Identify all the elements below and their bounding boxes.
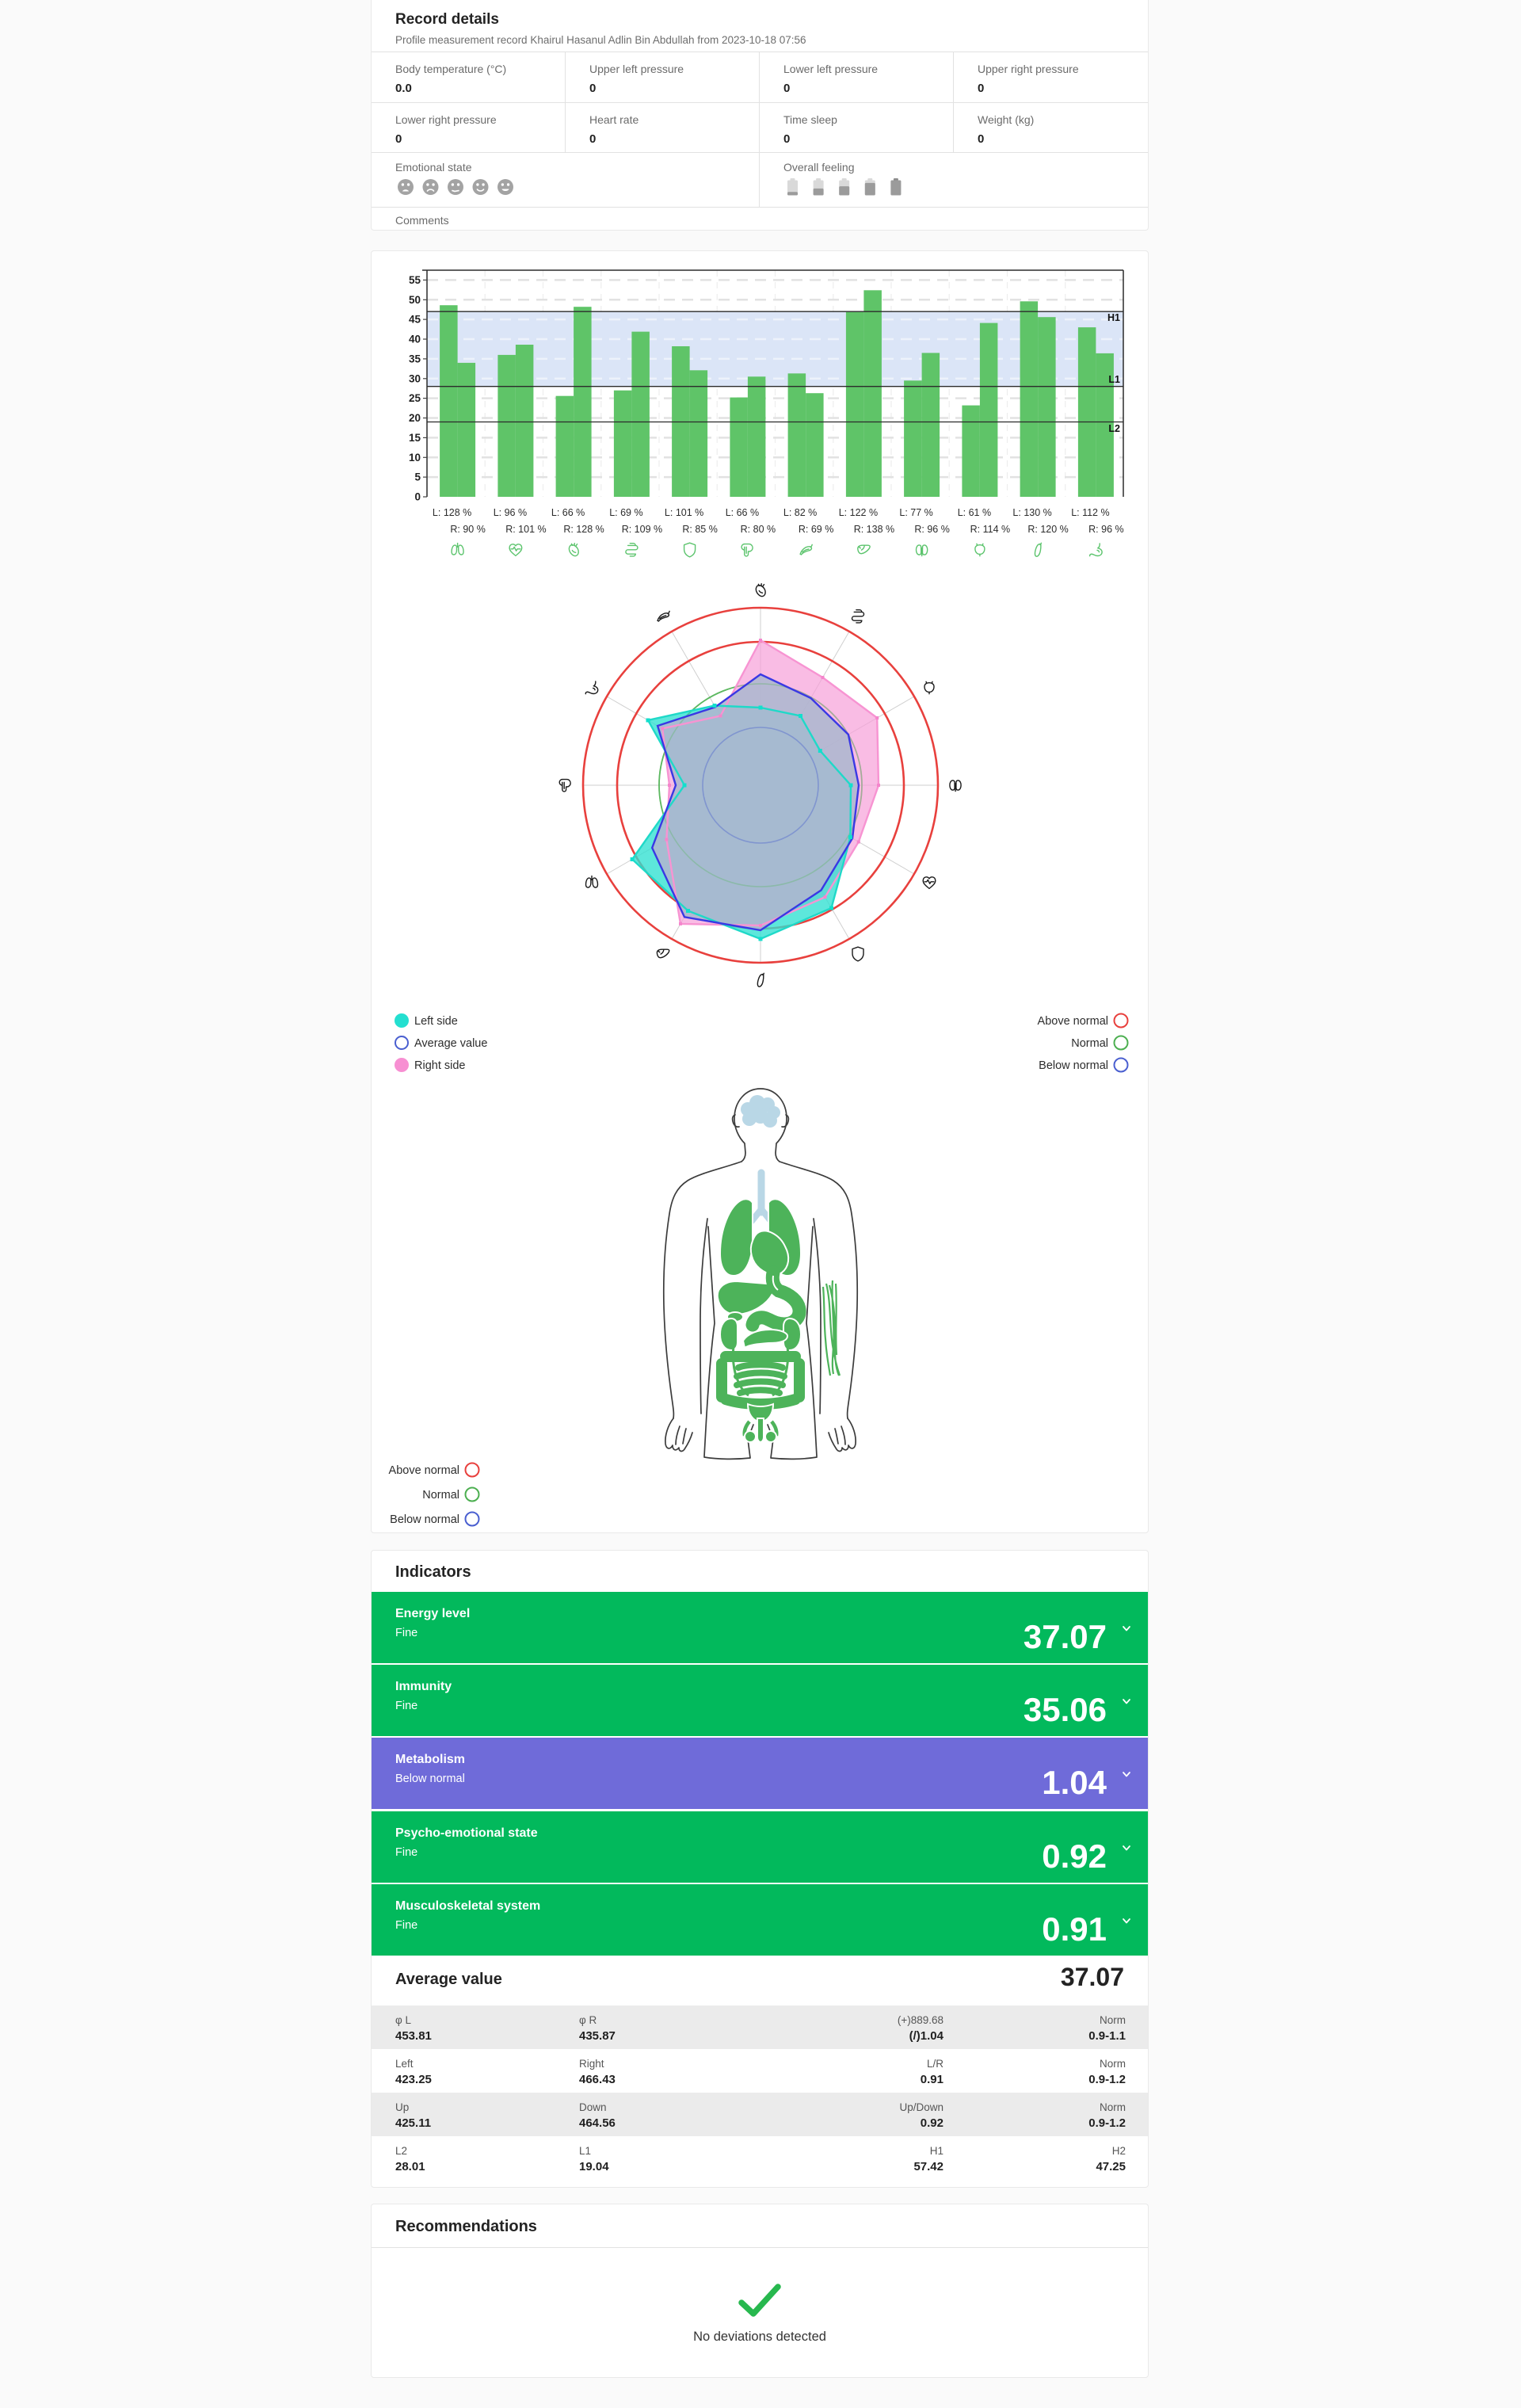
- svg-text:L: 61 %: L: 61 %: [958, 507, 991, 518]
- svg-text:R: 85 %: R: 85 %: [682, 524, 717, 535]
- svg-text:40: 40: [409, 334, 421, 345]
- svg-text:Normal: Normal: [1071, 1037, 1108, 1050]
- svg-text:L: 66 %: L: 66 %: [551, 507, 585, 518]
- svg-text:Above normal: Above normal: [1038, 1015, 1108, 1028]
- svg-text:30: 30: [409, 372, 421, 384]
- svg-text:L: 66 %: L: 66 %: [726, 507, 759, 518]
- svg-text:R: 96 %: R: 96 %: [1088, 524, 1123, 535]
- svg-text:25: 25: [409, 392, 421, 404]
- svg-text:L: 82 %: L: 82 %: [783, 507, 817, 518]
- svg-text:L: 128 %: L: 128 %: [433, 507, 471, 518]
- svg-text:0: 0: [414, 491, 421, 503]
- svg-text:45: 45: [409, 314, 421, 326]
- svg-text:Above normal: Above normal: [389, 1464, 459, 1477]
- svg-text:L: 122 %: L: 122 %: [839, 507, 878, 518]
- svg-text:L: 130 %: L: 130 %: [1012, 507, 1051, 518]
- svg-text:R: 90 %: R: 90 %: [450, 524, 485, 535]
- svg-text:50: 50: [409, 294, 421, 306]
- svg-text:L: 112 %: L: 112 %: [1071, 507, 1109, 518]
- svg-text:R: 109 %: R: 109 %: [622, 524, 662, 535]
- svg-text:Normal: Normal: [422, 1489, 459, 1502]
- svg-text:10: 10: [409, 452, 421, 464]
- svg-text:L2: L2: [1108, 423, 1120, 434]
- svg-text:L: 101 %: L: 101 %: [665, 507, 703, 518]
- svg-text:15: 15: [409, 432, 421, 444]
- svg-text:R: 69 %: R: 69 %: [799, 524, 833, 535]
- svg-text:Below normal: Below normal: [390, 1513, 459, 1526]
- svg-text:L: 77 %: L: 77 %: [899, 507, 932, 518]
- svg-text:R: 101 %: R: 101 %: [505, 524, 546, 535]
- svg-text:R: 138 %: R: 138 %: [854, 524, 894, 535]
- svg-text:L: 96 %: L: 96 %: [494, 507, 527, 518]
- svg-text:20: 20: [409, 412, 421, 424]
- svg-text:R: 80 %: R: 80 %: [741, 524, 776, 535]
- svg-text:H1: H1: [1107, 312, 1120, 323]
- svg-text:Left side: Left side: [414, 1015, 458, 1028]
- svg-text:55: 55: [409, 274, 421, 286]
- svg-text:L: 69 %: L: 69 %: [609, 507, 642, 518]
- svg-text:5: 5: [414, 471, 421, 483]
- svg-text:35: 35: [409, 353, 421, 364]
- svg-text:R: 114 %: R: 114 %: [970, 524, 1011, 535]
- svg-text:Below normal: Below normal: [1039, 1059, 1108, 1072]
- svg-text:R: 128 %: R: 128 %: [563, 524, 604, 535]
- svg-text:Right side: Right side: [414, 1059, 465, 1072]
- svg-text:R: 96 %: R: 96 %: [914, 524, 949, 535]
- svg-text:Average value: Average value: [414, 1037, 487, 1050]
- svg-text:L1: L1: [1108, 374, 1120, 385]
- svg-text:R: 120 %: R: 120 %: [1027, 524, 1068, 535]
